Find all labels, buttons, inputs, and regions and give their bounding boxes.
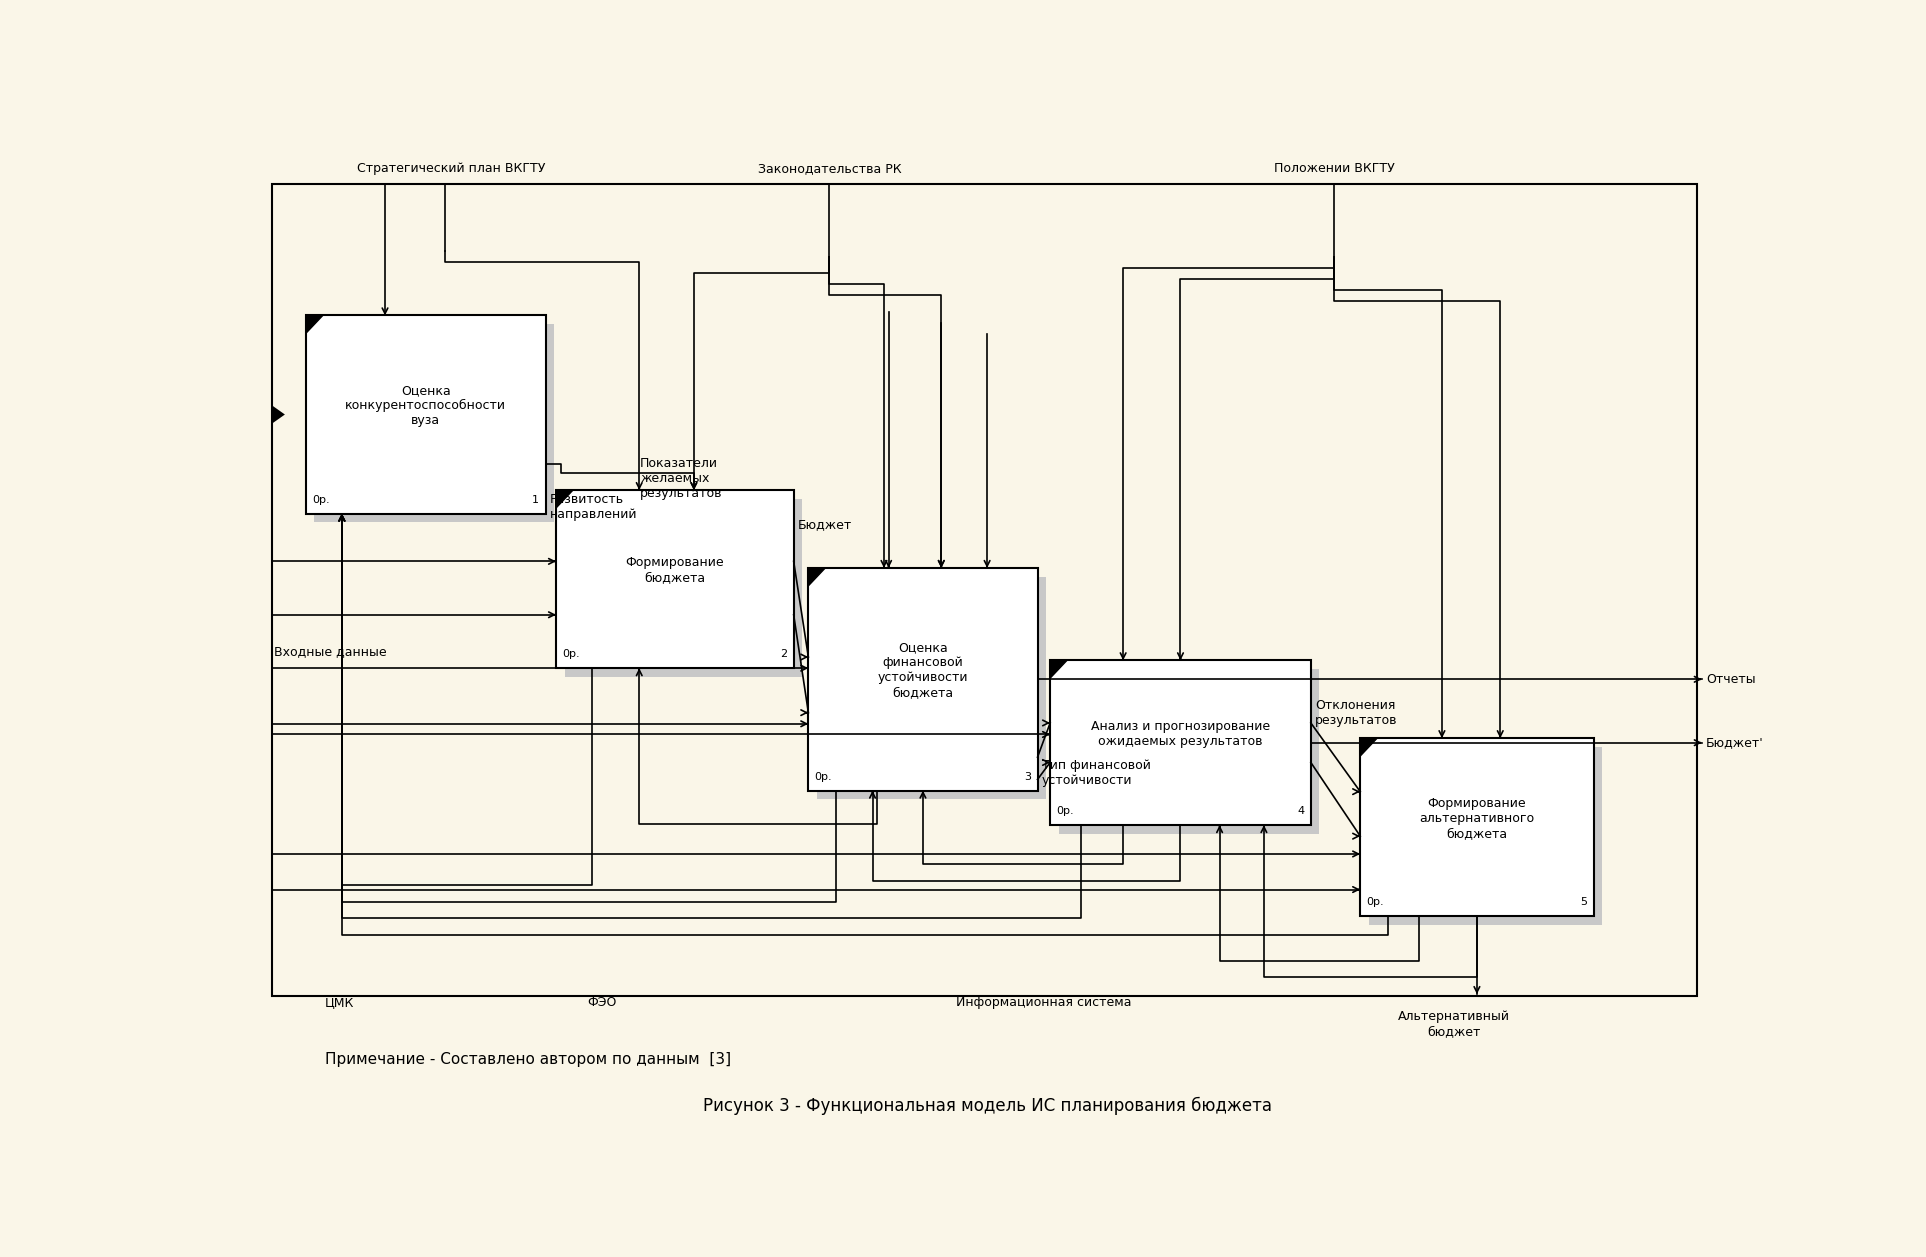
Bar xyxy=(564,499,801,678)
Text: Анализ и прогнозирование
ожидаемых результатов: Анализ и прогнозирование ожидаемых резул… xyxy=(1090,720,1269,748)
Bar xyxy=(557,490,794,669)
Text: Отчеты: Отчеты xyxy=(1706,672,1757,686)
Text: Оценка
конкурентоспособности
вуза: Оценка конкурентоспособности вуза xyxy=(345,385,507,427)
Text: Входные данные: Входные данные xyxy=(273,645,387,657)
Bar xyxy=(1360,738,1593,916)
Text: Положении ВКГТУ: Положении ВКГТУ xyxy=(1273,162,1394,175)
Bar xyxy=(1059,669,1319,833)
Polygon shape xyxy=(1050,660,1067,679)
Polygon shape xyxy=(272,406,285,424)
Text: Бюджет': Бюджет' xyxy=(1706,737,1764,749)
Bar xyxy=(272,185,1697,997)
Text: 3: 3 xyxy=(1025,772,1030,782)
Text: Развитость
направлений: Развитость направлений xyxy=(549,494,638,522)
Text: Тип финансовой
устойчивости: Тип финансовой устойчивости xyxy=(1042,759,1150,787)
Text: Формирование
бюджета: Формирование бюджета xyxy=(626,557,724,585)
Text: Информационная система: Информационная система xyxy=(955,997,1131,1009)
Text: Формирование
альтернативного
бюджета: Формирование альтернативного бюджета xyxy=(1419,797,1535,840)
Polygon shape xyxy=(1360,738,1377,755)
Bar xyxy=(1369,747,1602,925)
Bar xyxy=(1050,660,1312,825)
Polygon shape xyxy=(306,316,324,333)
Text: 1: 1 xyxy=(532,494,539,504)
Text: Отклонения
результатов: Отклонения результатов xyxy=(1315,699,1398,728)
Text: 0р.: 0р. xyxy=(1367,897,1385,908)
Bar xyxy=(817,577,1046,799)
Text: 0р.: 0р. xyxy=(562,650,580,659)
Bar xyxy=(306,316,545,514)
Text: Альтернативный
бюджет: Альтернативный бюджет xyxy=(1398,1009,1510,1038)
Text: Законодательства РК: Законодательства РК xyxy=(757,162,901,175)
Text: Рисунок 3 - Функциональная модель ИС планирования бюджета: Рисунок 3 - Функциональная модель ИС пла… xyxy=(703,1096,1271,1115)
Text: Бюджет: Бюджет xyxy=(797,518,851,530)
Text: Показатели
желаемых
результатов: Показатели желаемых результатов xyxy=(639,456,722,500)
Polygon shape xyxy=(809,568,824,586)
Bar xyxy=(314,324,555,523)
Text: 5: 5 xyxy=(1581,897,1587,908)
Text: Стратегический план ВКГТУ: Стратегический план ВКГТУ xyxy=(356,162,545,175)
Text: 0р.: 0р. xyxy=(312,494,329,504)
Text: Примечание - Составлено автором по данным  [3]: Примечание - Составлено автором по данны… xyxy=(325,1052,732,1067)
Text: ЦМК: ЦМК xyxy=(325,997,354,1009)
Text: 0р.: 0р. xyxy=(1057,806,1075,816)
Text: ФЭО: ФЭО xyxy=(587,997,616,1009)
Text: 0р.: 0р. xyxy=(815,772,832,782)
Text: Оценка
финансовой
устойчивости
бюджета: Оценка финансовой устойчивости бюджета xyxy=(878,641,969,699)
Text: 2: 2 xyxy=(780,650,788,659)
Text: 4: 4 xyxy=(1298,806,1304,816)
Bar xyxy=(809,568,1038,791)
Polygon shape xyxy=(557,490,572,508)
